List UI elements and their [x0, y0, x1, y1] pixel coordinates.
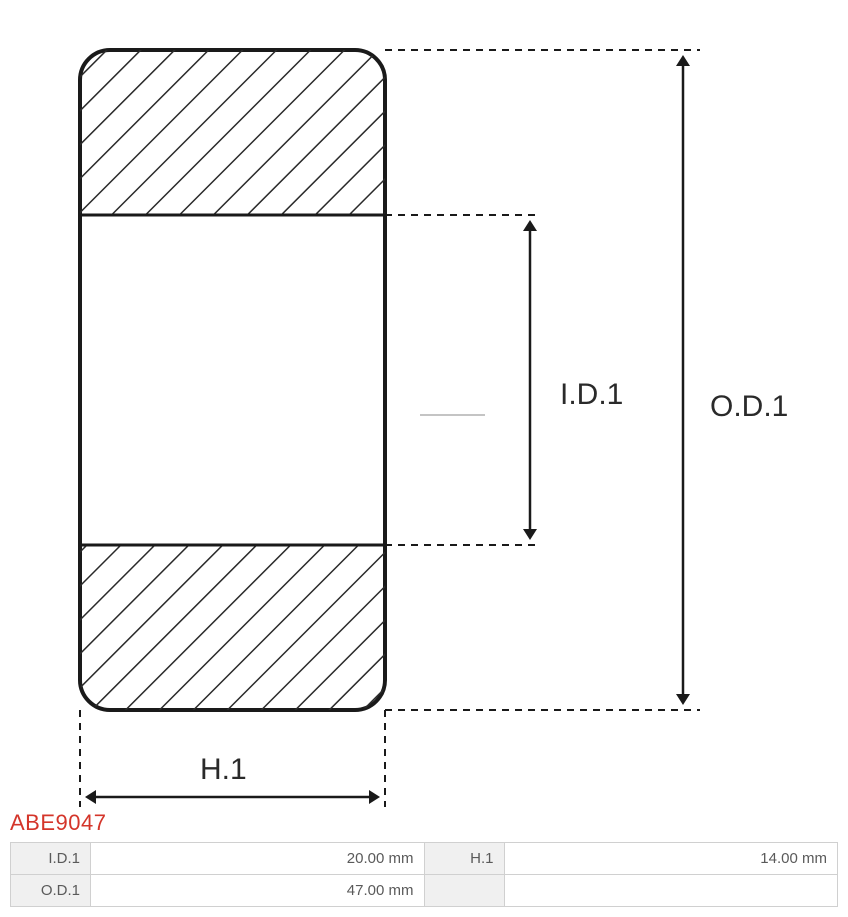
spec-value: 14.00 mm [504, 843, 838, 875]
dimension-label-od1: O.D.1 [710, 390, 788, 424]
part-number: ABE9047 [10, 810, 838, 836]
dimension-label-h1: H.1 [200, 753, 247, 787]
spec-value: 20.00 mm [91, 843, 425, 875]
dimension-label-id1: I.D.1 [560, 378, 623, 412]
spec-label [424, 875, 504, 907]
table-row: O.D.1 47.00 mm [11, 875, 838, 907]
spec-table: I.D.1 20.00 mm H.1 14.00 mm O.D.1 47.00 … [10, 842, 838, 907]
spec-value: 47.00 mm [91, 875, 425, 907]
spec-label: O.D.1 [11, 875, 91, 907]
table-row: I.D.1 20.00 mm H.1 14.00 mm [11, 843, 838, 875]
spec-value [504, 875, 838, 907]
spec-label: H.1 [424, 843, 504, 875]
bearing-cross-section-diagram: O.D.1 I.D.1 H.1 [10, 10, 838, 810]
spec-label: I.D.1 [11, 843, 91, 875]
